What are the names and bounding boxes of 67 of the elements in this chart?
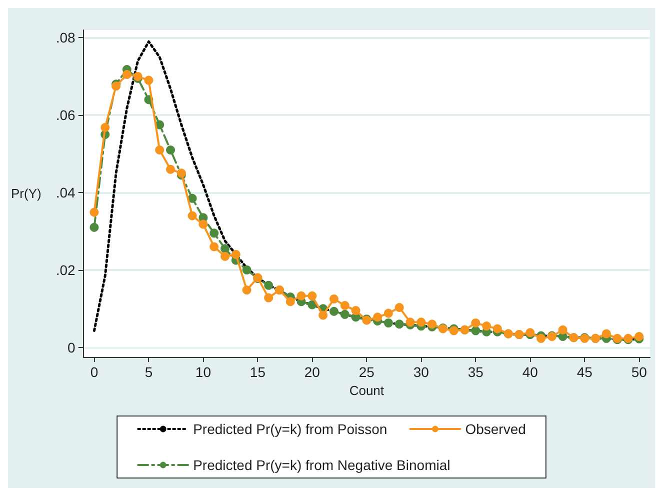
point [308,300,317,310]
legend-label: Predicted Pr(y=k) from Poisson [193,421,388,437]
point [384,318,393,328]
legend-label: Observed [465,421,526,437]
x-tick-label: 20 [304,364,320,380]
y-tick-label: 0 [68,339,76,356]
point [242,286,252,295]
point [198,220,208,229]
point [318,310,328,320]
point [242,265,252,274]
point [264,280,274,290]
x-tick-label: 5 [144,364,153,380]
point [416,318,426,327]
y-tick-label: .02 [56,262,76,278]
x-tick-label: 40 [522,364,538,380]
legend-label: Predicted Pr(y=k) from Negative Binomial [193,457,450,473]
point [90,222,99,232]
point [210,228,219,238]
point [210,242,219,252]
point [264,293,274,302]
x-tick-label: 45 [576,364,593,380]
point [373,312,382,322]
point [286,297,295,306]
point [351,306,360,316]
point [428,320,437,329]
point [220,252,230,261]
point [340,310,350,319]
point [166,164,176,174]
point [536,334,546,343]
point [394,320,404,329]
x-tick-label: 15 [250,364,266,380]
point [492,324,502,334]
point [296,291,306,300]
point [602,329,611,338]
point [122,70,132,79]
point [406,318,415,327]
point [634,332,644,341]
point [394,302,404,312]
x-axis-title: Count [349,382,384,398]
point [471,326,480,336]
point [558,325,568,334]
point [100,123,110,132]
x-tick-label: 50 [631,364,648,380]
point [220,244,230,254]
point [482,322,492,331]
point [384,308,393,318]
y-tick-label: .08 [56,30,76,46]
y-axis-title: Pr(Y) [10,186,42,201]
point [188,211,197,220]
point [329,294,338,304]
x-tick-label: 10 [195,364,212,380]
point [340,301,350,310]
x-tick-label: 30 [413,364,430,380]
point [155,145,164,154]
point [166,145,176,154]
x-tick-label: 35 [468,364,484,380]
point [188,194,197,203]
x-tick-label: 0 [90,364,98,380]
y-tick-label: .06 [56,107,76,124]
point [144,76,154,85]
point [231,250,240,259]
x-tick-label: 25 [358,364,375,380]
point [329,306,338,316]
point [308,291,317,300]
point [471,318,480,328]
y-tick-label: .04 [56,184,76,201]
point [90,208,99,217]
